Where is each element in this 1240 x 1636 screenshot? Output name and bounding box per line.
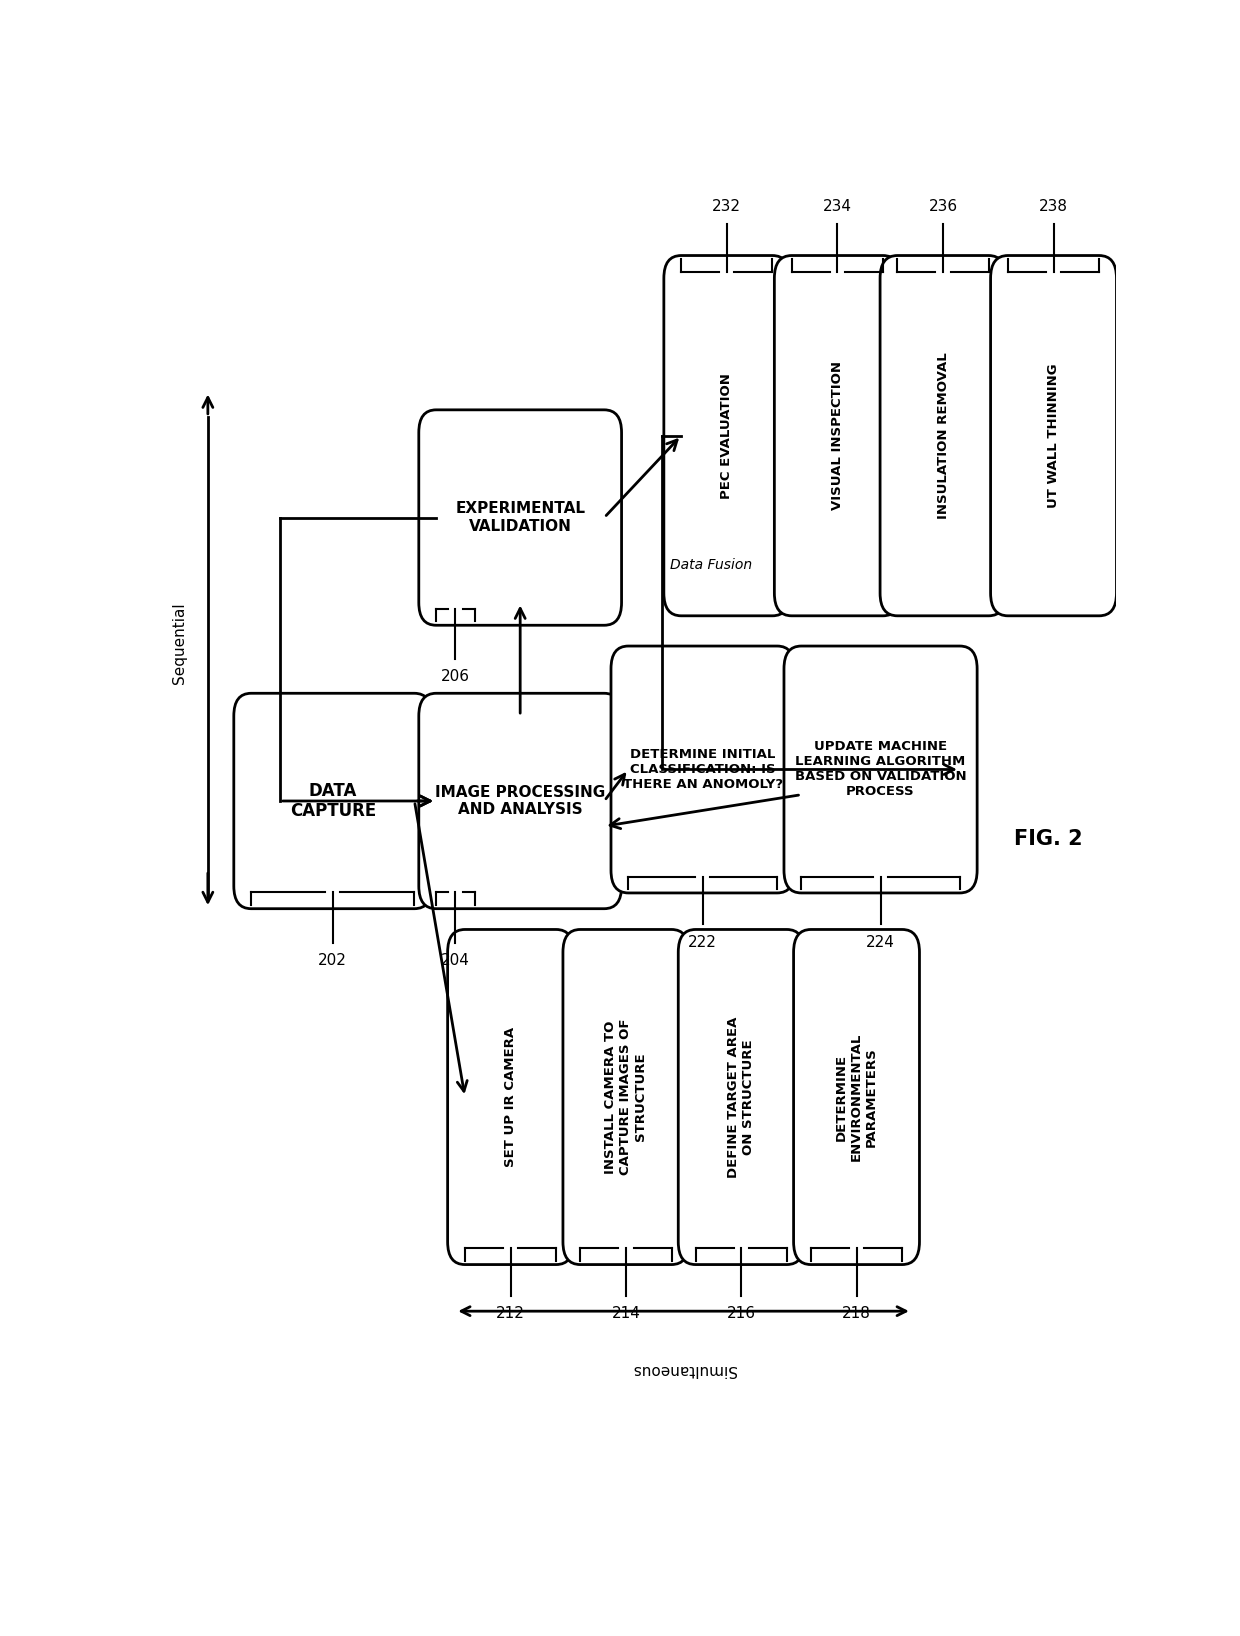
FancyBboxPatch shape xyxy=(448,929,574,1265)
Text: 216: 216 xyxy=(727,1306,755,1322)
Text: 234: 234 xyxy=(823,200,852,214)
FancyBboxPatch shape xyxy=(678,929,805,1265)
Text: 214: 214 xyxy=(611,1306,640,1322)
Text: VISUAL INSPECTION: VISUAL INSPECTION xyxy=(831,362,843,510)
Text: 204: 204 xyxy=(441,952,470,969)
FancyBboxPatch shape xyxy=(784,646,977,893)
Text: 212: 212 xyxy=(496,1306,525,1322)
Text: PEC EVALUATION: PEC EVALUATION xyxy=(720,373,733,499)
Text: Sequential: Sequential xyxy=(171,602,186,684)
Text: FIG. 2: FIG. 2 xyxy=(1014,829,1083,849)
Text: UT WALL THINNING: UT WALL THINNING xyxy=(1047,363,1060,509)
Text: INSTALL CAMERA TO
CAPTURE IMAGES OF
STRUCTURE: INSTALL CAMERA TO CAPTURE IMAGES OF STRU… xyxy=(604,1019,647,1175)
Text: 236: 236 xyxy=(929,200,957,214)
FancyBboxPatch shape xyxy=(991,255,1116,615)
Text: IMAGE PROCESSING
AND ANALYSIS: IMAGE PROCESSING AND ANALYSIS xyxy=(435,785,605,818)
Text: 232: 232 xyxy=(712,200,742,214)
FancyBboxPatch shape xyxy=(563,929,689,1265)
Text: EXPERIMENTAL
VALIDATION: EXPERIMENTAL VALIDATION xyxy=(455,501,585,533)
Text: DETERMINE INITIAL
CLASSIFICATION: IS
THERE AN ANOMOLY?: DETERMINE INITIAL CLASSIFICATION: IS THE… xyxy=(622,748,782,790)
Text: Simultaneous: Simultaneous xyxy=(631,1361,735,1376)
FancyBboxPatch shape xyxy=(234,694,432,908)
FancyBboxPatch shape xyxy=(663,255,790,615)
Text: SET UP IR CAMERA: SET UP IR CAMERA xyxy=(505,1027,517,1166)
Text: INSULATION REMOVAL: INSULATION REMOVAL xyxy=(936,352,950,519)
FancyBboxPatch shape xyxy=(880,255,1006,615)
Text: 222: 222 xyxy=(688,934,717,949)
FancyBboxPatch shape xyxy=(419,411,621,625)
Text: Data Fusion: Data Fusion xyxy=(670,558,751,573)
FancyBboxPatch shape xyxy=(774,255,900,615)
Text: 218: 218 xyxy=(842,1306,870,1322)
Text: 206: 206 xyxy=(440,669,470,684)
Text: 238: 238 xyxy=(1039,200,1068,214)
FancyBboxPatch shape xyxy=(611,646,795,893)
FancyBboxPatch shape xyxy=(794,929,920,1265)
FancyBboxPatch shape xyxy=(419,694,621,908)
Text: 202: 202 xyxy=(319,952,347,969)
Text: DATA
CAPTURE: DATA CAPTURE xyxy=(290,782,376,820)
Text: 224: 224 xyxy=(866,934,895,949)
Text: DETERMINE
ENVIRONMENTAL
PARAMETERS: DETERMINE ENVIRONMENTAL PARAMETERS xyxy=(835,1032,878,1162)
Text: DEFINE TARGET AREA
ON STRUCTURE: DEFINE TARGET AREA ON STRUCTURE xyxy=(727,1016,755,1178)
Text: UPDATE MACHINE
LEARNING ALGORITHM
BASED ON VALIDATION
PROCESS: UPDATE MACHINE LEARNING ALGORITHM BASED … xyxy=(795,741,966,798)
